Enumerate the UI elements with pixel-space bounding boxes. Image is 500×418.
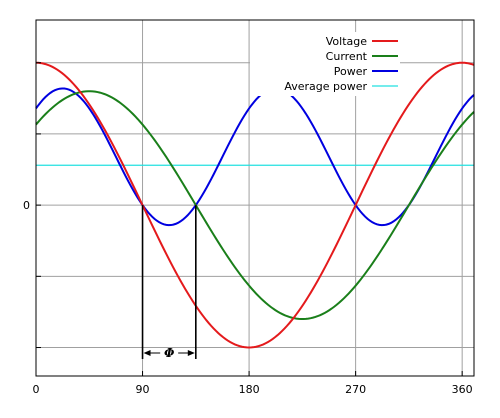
- series-layer: [35, 61, 475, 349]
- plot-frame: [35, 19, 475, 377]
- axis-ticks: 0 90 180 270 360 0: [23, 62, 473, 396]
- x-tick-label: 360: [452, 383, 473, 396]
- legend: Voltage Current Power Average power: [250, 32, 400, 96]
- phase-label: Φ: [164, 346, 175, 360]
- series-line-power: [35, 87, 475, 227]
- phase-marker: Φ: [141, 205, 197, 360]
- y-tick-label: 0: [23, 199, 30, 212]
- series-line-voltage: [35, 61, 475, 349]
- phase-arrowhead-right: [187, 350, 195, 356]
- x-tick-label: 270: [345, 383, 366, 396]
- phase-arrowhead-left: [143, 350, 151, 356]
- legend-label: Voltage: [326, 35, 367, 48]
- legend-box: [250, 32, 400, 96]
- legend-label: Power: [334, 65, 368, 78]
- legend-label: Average power: [284, 80, 367, 93]
- x-tick-label: 180: [239, 383, 260, 396]
- legend-label: Current: [326, 50, 368, 63]
- x-tick-label: 0: [33, 383, 40, 396]
- series-line-current: [35, 90, 475, 321]
- x-tick-label: 90: [136, 383, 150, 396]
